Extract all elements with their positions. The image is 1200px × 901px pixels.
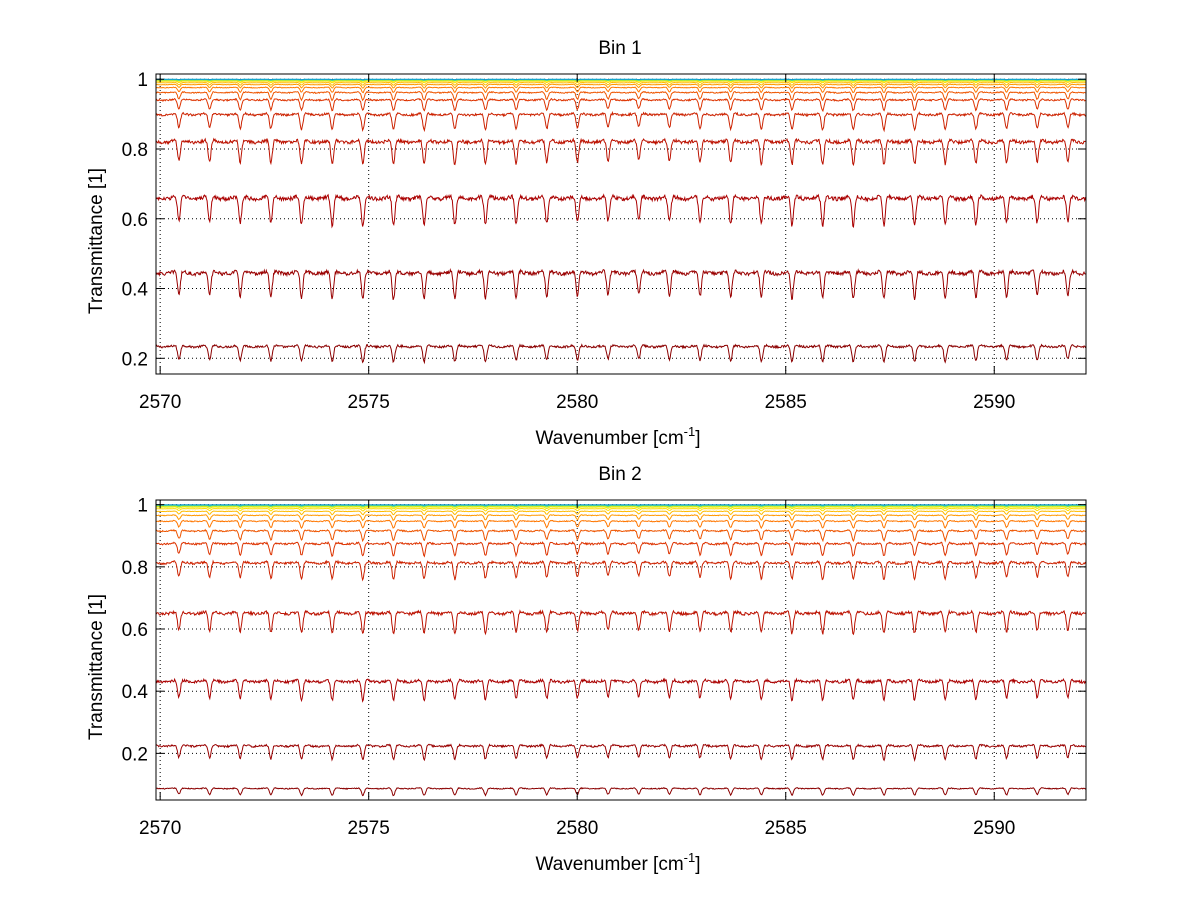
x-tick-label: 2590: [973, 818, 1015, 839]
series-line-5: [156, 559, 1086, 582]
x-tick-label: 2580: [556, 392, 598, 413]
subplot-bin-2: Bin 2 Transmittance [1] Wavenumber [cm-1…: [86, 464, 1087, 875]
axes-box: [155, 73, 1087, 375]
x-tick-label: 2580: [556, 818, 598, 839]
series-line-5: [156, 110, 1086, 133]
x-axis-label-main: Wavenumber [cm: [535, 428, 683, 449]
x-axis-label: Wavenumber [cm-1]: [535, 850, 700, 875]
y-tick-label: 1: [137, 496, 148, 517]
series-line-11: [156, 507, 1086, 512]
x-axis-label-suffix: ]: [695, 428, 700, 449]
series-line-7: [156, 528, 1086, 543]
y-tick-label: 0.8: [122, 140, 148, 161]
x-axis-label-main: Wavenumber [cm: [535, 854, 683, 875]
series-line-11: [156, 80, 1086, 84]
y-tick-label: 0.2: [122, 744, 148, 765]
series-line-10: [156, 510, 1086, 516]
x-axis-label-superscript: -1: [684, 850, 696, 865]
x-axis-label-suffix: ]: [695, 854, 700, 875]
x-tick-label: 2585: [765, 818, 807, 839]
y-tick-label: 0.6: [122, 620, 148, 641]
x-tick-label: 2575: [348, 818, 390, 839]
y-axis-label: Transmittance [1]: [86, 168, 107, 314]
y-tick-label: 0.4: [122, 682, 149, 703]
series-line-7: [156, 90, 1086, 102]
series-line-10: [156, 81, 1086, 86]
grid: [156, 74, 1086, 374]
series-line-4: [156, 609, 1086, 636]
series-line-1: [156, 786, 1086, 797]
chart-title: Bin 1: [598, 38, 641, 59]
x-axis-label-superscript: -1: [684, 424, 696, 439]
series-line-12: [156, 506, 1086, 510]
x-tick-label: 2570: [139, 818, 181, 839]
x-tick-label: 2585: [765, 392, 807, 413]
subplot-bin-1: Bin 1 Transmittance [1] Wavenumber [cm-1…: [86, 38, 1087, 449]
series-line-9: [156, 83, 1086, 89]
y-tick-label: 0.4: [122, 280, 149, 301]
series-line-3: [156, 677, 1086, 703]
series-line-2: [156, 267, 1086, 301]
axes-box: [155, 499, 1087, 801]
series-line-6: [156, 97, 1086, 113]
series-group: [156, 78, 1086, 365]
series-line-4: [156, 137, 1086, 167]
series-line-13: [156, 505, 1086, 508]
series-line-1: [156, 343, 1086, 365]
series-line-2: [156, 743, 1086, 763]
series-group: [156, 504, 1086, 797]
chart-title: Bin 2: [598, 464, 641, 485]
y-tick-label: 0.6: [122, 210, 148, 231]
y-axis-label: Transmittance [1]: [86, 594, 107, 740]
x-axis-label: Wavenumber [cm-1]: [535, 424, 700, 449]
y-tick-label: 0.8: [122, 558, 148, 579]
series-line-8: [156, 519, 1086, 530]
y-tick-label: 1: [137, 70, 148, 91]
y-tick-label: 0.2: [122, 349, 148, 370]
x-tick-label: 2590: [973, 392, 1015, 413]
x-tick-label: 2575: [348, 392, 390, 413]
series-line-9: [156, 513, 1086, 522]
series-line-6: [156, 540, 1086, 558]
series-line-8: [156, 86, 1086, 94]
x-tick-label: 2570: [139, 392, 181, 413]
series-line-3: [156, 193, 1086, 229]
